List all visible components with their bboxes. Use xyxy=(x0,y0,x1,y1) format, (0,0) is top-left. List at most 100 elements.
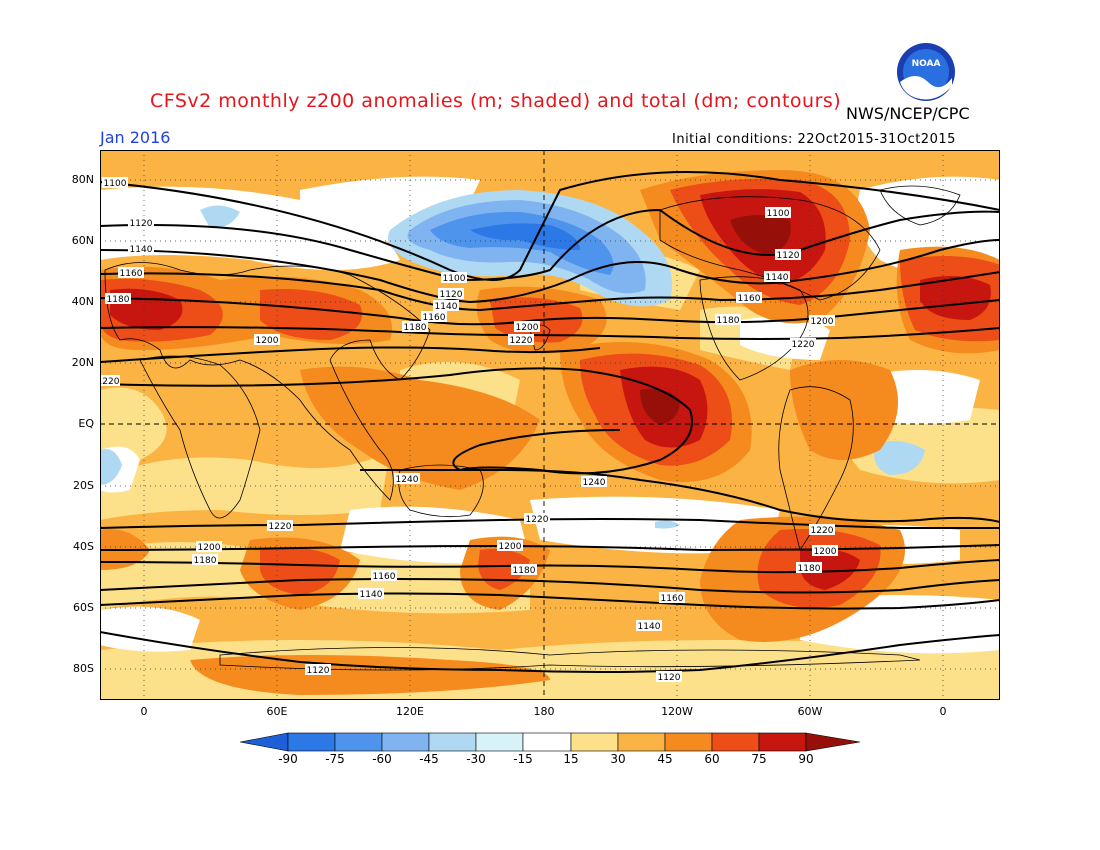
contour-label: 1140 xyxy=(128,243,154,255)
svg-text:1200: 1200 xyxy=(256,336,279,346)
svg-text:1180: 1180 xyxy=(404,323,427,333)
contour-label: 1140 xyxy=(764,271,790,283)
contour-label: 1220 xyxy=(809,524,835,536)
lat-label: 40S xyxy=(73,540,94,553)
svg-text:1100: 1100 xyxy=(767,209,790,219)
contour-label: 1220 xyxy=(100,375,120,387)
svg-text:1200: 1200 xyxy=(198,543,221,553)
coastlines xyxy=(104,185,961,671)
svg-text:1120: 1120 xyxy=(130,219,153,229)
colorbar-label: 90 xyxy=(798,752,814,766)
contour-label: 1180 xyxy=(402,321,428,333)
map-title: CFSv2 monthly z200 anomalies (m; shaded)… xyxy=(150,90,842,112)
lon-label: 180 xyxy=(533,705,555,718)
svg-text:1160: 1160 xyxy=(738,294,761,304)
svg-text:1140: 1140 xyxy=(360,590,383,600)
svg-text:1180: 1180 xyxy=(798,564,821,574)
svg-text:NOAA: NOAA xyxy=(912,59,941,69)
contour-label: 1220 xyxy=(790,338,816,350)
colorbar-label: 75 xyxy=(751,752,767,766)
contour-label: 1160 xyxy=(118,267,144,279)
svg-text:1100: 1100 xyxy=(104,179,127,189)
colorbar-label: -90 xyxy=(278,752,298,766)
colorbar-label: -45 xyxy=(419,752,439,766)
svg-text:1220: 1220 xyxy=(510,336,533,346)
lat-label: EQ xyxy=(78,417,94,430)
contour-label: 1240 xyxy=(394,473,420,485)
svg-text:1160: 1160 xyxy=(423,313,446,323)
colorbar xyxy=(240,732,861,752)
svg-text:1140: 1140 xyxy=(766,273,789,283)
svg-text:1120: 1120 xyxy=(777,251,800,261)
svg-text:1220: 1220 xyxy=(792,340,815,350)
svg-text:1140: 1140 xyxy=(638,622,661,632)
lon-label: 0 xyxy=(939,705,947,718)
svg-text:1220: 1220 xyxy=(526,515,549,525)
svg-text:1180: 1180 xyxy=(513,566,536,576)
contour-label: 1140 xyxy=(636,620,662,632)
contour-label: 1220 xyxy=(267,520,293,532)
svg-text:1160: 1160 xyxy=(120,269,143,279)
svg-text:1220: 1220 xyxy=(811,526,834,536)
svg-text:1180: 1180 xyxy=(717,316,740,326)
colorbar-label: 60 xyxy=(704,752,720,766)
colorbar-label: 15 xyxy=(563,752,579,766)
contours xyxy=(100,171,1000,673)
lon-label: 60E xyxy=(266,705,288,718)
svg-text:1120: 1120 xyxy=(307,666,330,676)
contour-label: 1200 xyxy=(254,334,280,346)
svg-text:1200: 1200 xyxy=(814,547,837,557)
contour-label: 1140 xyxy=(358,588,384,600)
lon-label: 60W xyxy=(797,705,823,718)
contour-label: 1180 xyxy=(105,293,131,305)
equator-dateline xyxy=(100,150,1000,700)
svg-text:1120: 1120 xyxy=(658,673,681,683)
lon-label: 120E xyxy=(396,705,424,718)
contour-label: 1200 xyxy=(196,541,222,553)
lon-label: 0 xyxy=(140,705,148,718)
contour-label: 1180 xyxy=(796,562,822,574)
colorbar-label: -30 xyxy=(466,752,486,766)
map-frame xyxy=(100,150,1000,700)
lat-label: 80N xyxy=(71,173,94,186)
contour-labels: 1100 1100 1100 1120 1120 1120 1140 1140 … xyxy=(100,177,838,683)
lat-label: 20S xyxy=(73,479,94,492)
contour-label: 1100 xyxy=(102,177,128,189)
svg-text:1180: 1180 xyxy=(107,295,130,305)
contour-label: 1140 xyxy=(433,300,459,312)
contour-label: 1100 xyxy=(765,207,791,219)
colorbar-label: -75 xyxy=(325,752,345,766)
svg-text:1160: 1160 xyxy=(661,594,684,604)
contour-label: 1200 xyxy=(809,315,835,327)
contour-label: 1100 xyxy=(441,272,467,284)
svg-text:1200: 1200 xyxy=(811,317,834,327)
contour-label: 1220 xyxy=(508,334,534,346)
lat-label: 60N xyxy=(71,234,94,247)
svg-text:1100: 1100 xyxy=(443,274,466,284)
contour-label: 1120 xyxy=(656,671,682,683)
forecast-month: Jan 2016 xyxy=(100,128,171,147)
contour-label: 1160 xyxy=(371,570,397,582)
agency-label: NWS/NCEP/CPC xyxy=(846,104,970,123)
shading-positive-max xyxy=(640,215,791,425)
colorbar-label: -60 xyxy=(372,752,392,766)
contour-label: 1120 xyxy=(775,249,801,261)
contour-label: 1220 xyxy=(524,513,550,525)
contour-label: 1240 xyxy=(581,476,607,488)
contour-label: 1200 xyxy=(497,540,523,552)
lon-label: 120W xyxy=(661,705,693,718)
svg-text:1140: 1140 xyxy=(130,245,153,255)
contour-label: 1120 xyxy=(128,217,154,229)
noaa-logo-icon: NOAA xyxy=(897,43,955,101)
svg-text:1220: 1220 xyxy=(269,522,292,532)
svg-text:1200: 1200 xyxy=(516,323,539,333)
svg-text:1160: 1160 xyxy=(373,572,396,582)
contour-label: 1200 xyxy=(514,321,540,333)
svg-text:1180: 1180 xyxy=(194,556,217,566)
colorbar-label: 45 xyxy=(657,752,673,766)
svg-text:1220: 1220 xyxy=(100,377,120,387)
contour-label: 1120 xyxy=(438,288,464,300)
svg-text:1140: 1140 xyxy=(435,302,458,312)
svg-text:1240: 1240 xyxy=(396,475,419,485)
contour-label: 1120 xyxy=(305,664,331,676)
